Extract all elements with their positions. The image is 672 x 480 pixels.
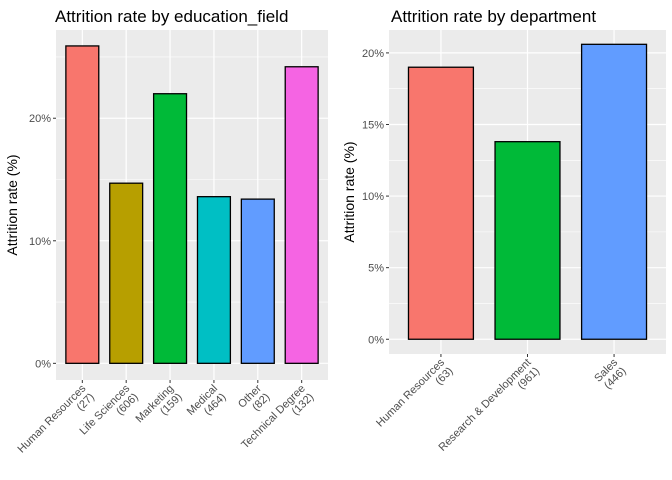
y-tick-label: 20% xyxy=(29,113,51,125)
y-tick-label: 20% xyxy=(362,48,384,60)
y-axis-ticks: 0% 5% 10% 15% 20% xyxy=(362,48,389,346)
y-tick-label: 0% xyxy=(368,334,384,346)
y-axis-ticks: 0% 10% 20% xyxy=(29,113,56,370)
bars xyxy=(407,43,648,340)
bar xyxy=(65,45,100,364)
bar xyxy=(152,93,188,364)
bar xyxy=(109,182,144,364)
bars xyxy=(65,45,319,364)
plot-background xyxy=(56,30,328,380)
y-axis-label: Attrition rate (%) xyxy=(4,154,20,255)
y-axis-label: Attrition rate (%) xyxy=(341,141,357,242)
y-tick-label: 10% xyxy=(29,236,51,248)
bar xyxy=(284,66,319,364)
education-field-panel: Attrition rate by education_field Attrit… xyxy=(4,7,328,456)
bar xyxy=(196,196,232,364)
y-tick-label: 5% xyxy=(368,263,384,275)
bar xyxy=(240,198,275,364)
y-tick-label: 10% xyxy=(362,191,384,203)
y-tick-label: 0% xyxy=(35,358,51,370)
bar xyxy=(494,141,561,340)
bar xyxy=(580,43,648,340)
y-tick-label: 15% xyxy=(362,119,384,131)
chart-title: Attrition rate by education_field xyxy=(55,7,288,26)
bar xyxy=(407,66,475,340)
chart-title: Attrition rate by department xyxy=(391,7,596,26)
